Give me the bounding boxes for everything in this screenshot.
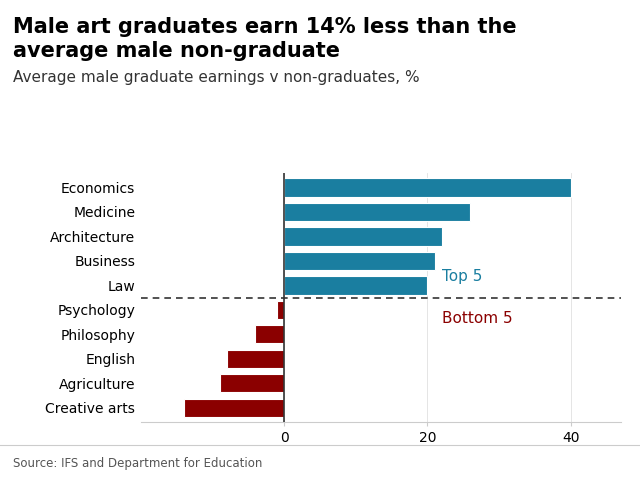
Bar xyxy=(184,398,284,417)
Bar xyxy=(255,325,284,344)
Text: Average male graduate earnings v non-graduates, %: Average male graduate earnings v non-gra… xyxy=(13,70,419,84)
Bar xyxy=(220,374,284,393)
Text: Top 5: Top 5 xyxy=(442,269,482,284)
Bar xyxy=(284,276,428,295)
Bar xyxy=(284,227,442,246)
Text: Bottom 5: Bottom 5 xyxy=(442,311,513,326)
Bar xyxy=(284,203,470,221)
Text: Source: IFS and Department for Education: Source: IFS and Department for Education xyxy=(13,456,262,470)
Bar xyxy=(284,178,571,197)
Bar xyxy=(284,252,435,270)
Bar xyxy=(277,300,284,319)
Text: Male art graduates earn 14% less than the: Male art graduates earn 14% less than th… xyxy=(13,17,516,37)
Text: BBC: BBC xyxy=(578,456,606,468)
Bar xyxy=(227,349,284,368)
Text: average male non-graduate: average male non-graduate xyxy=(13,41,340,61)
